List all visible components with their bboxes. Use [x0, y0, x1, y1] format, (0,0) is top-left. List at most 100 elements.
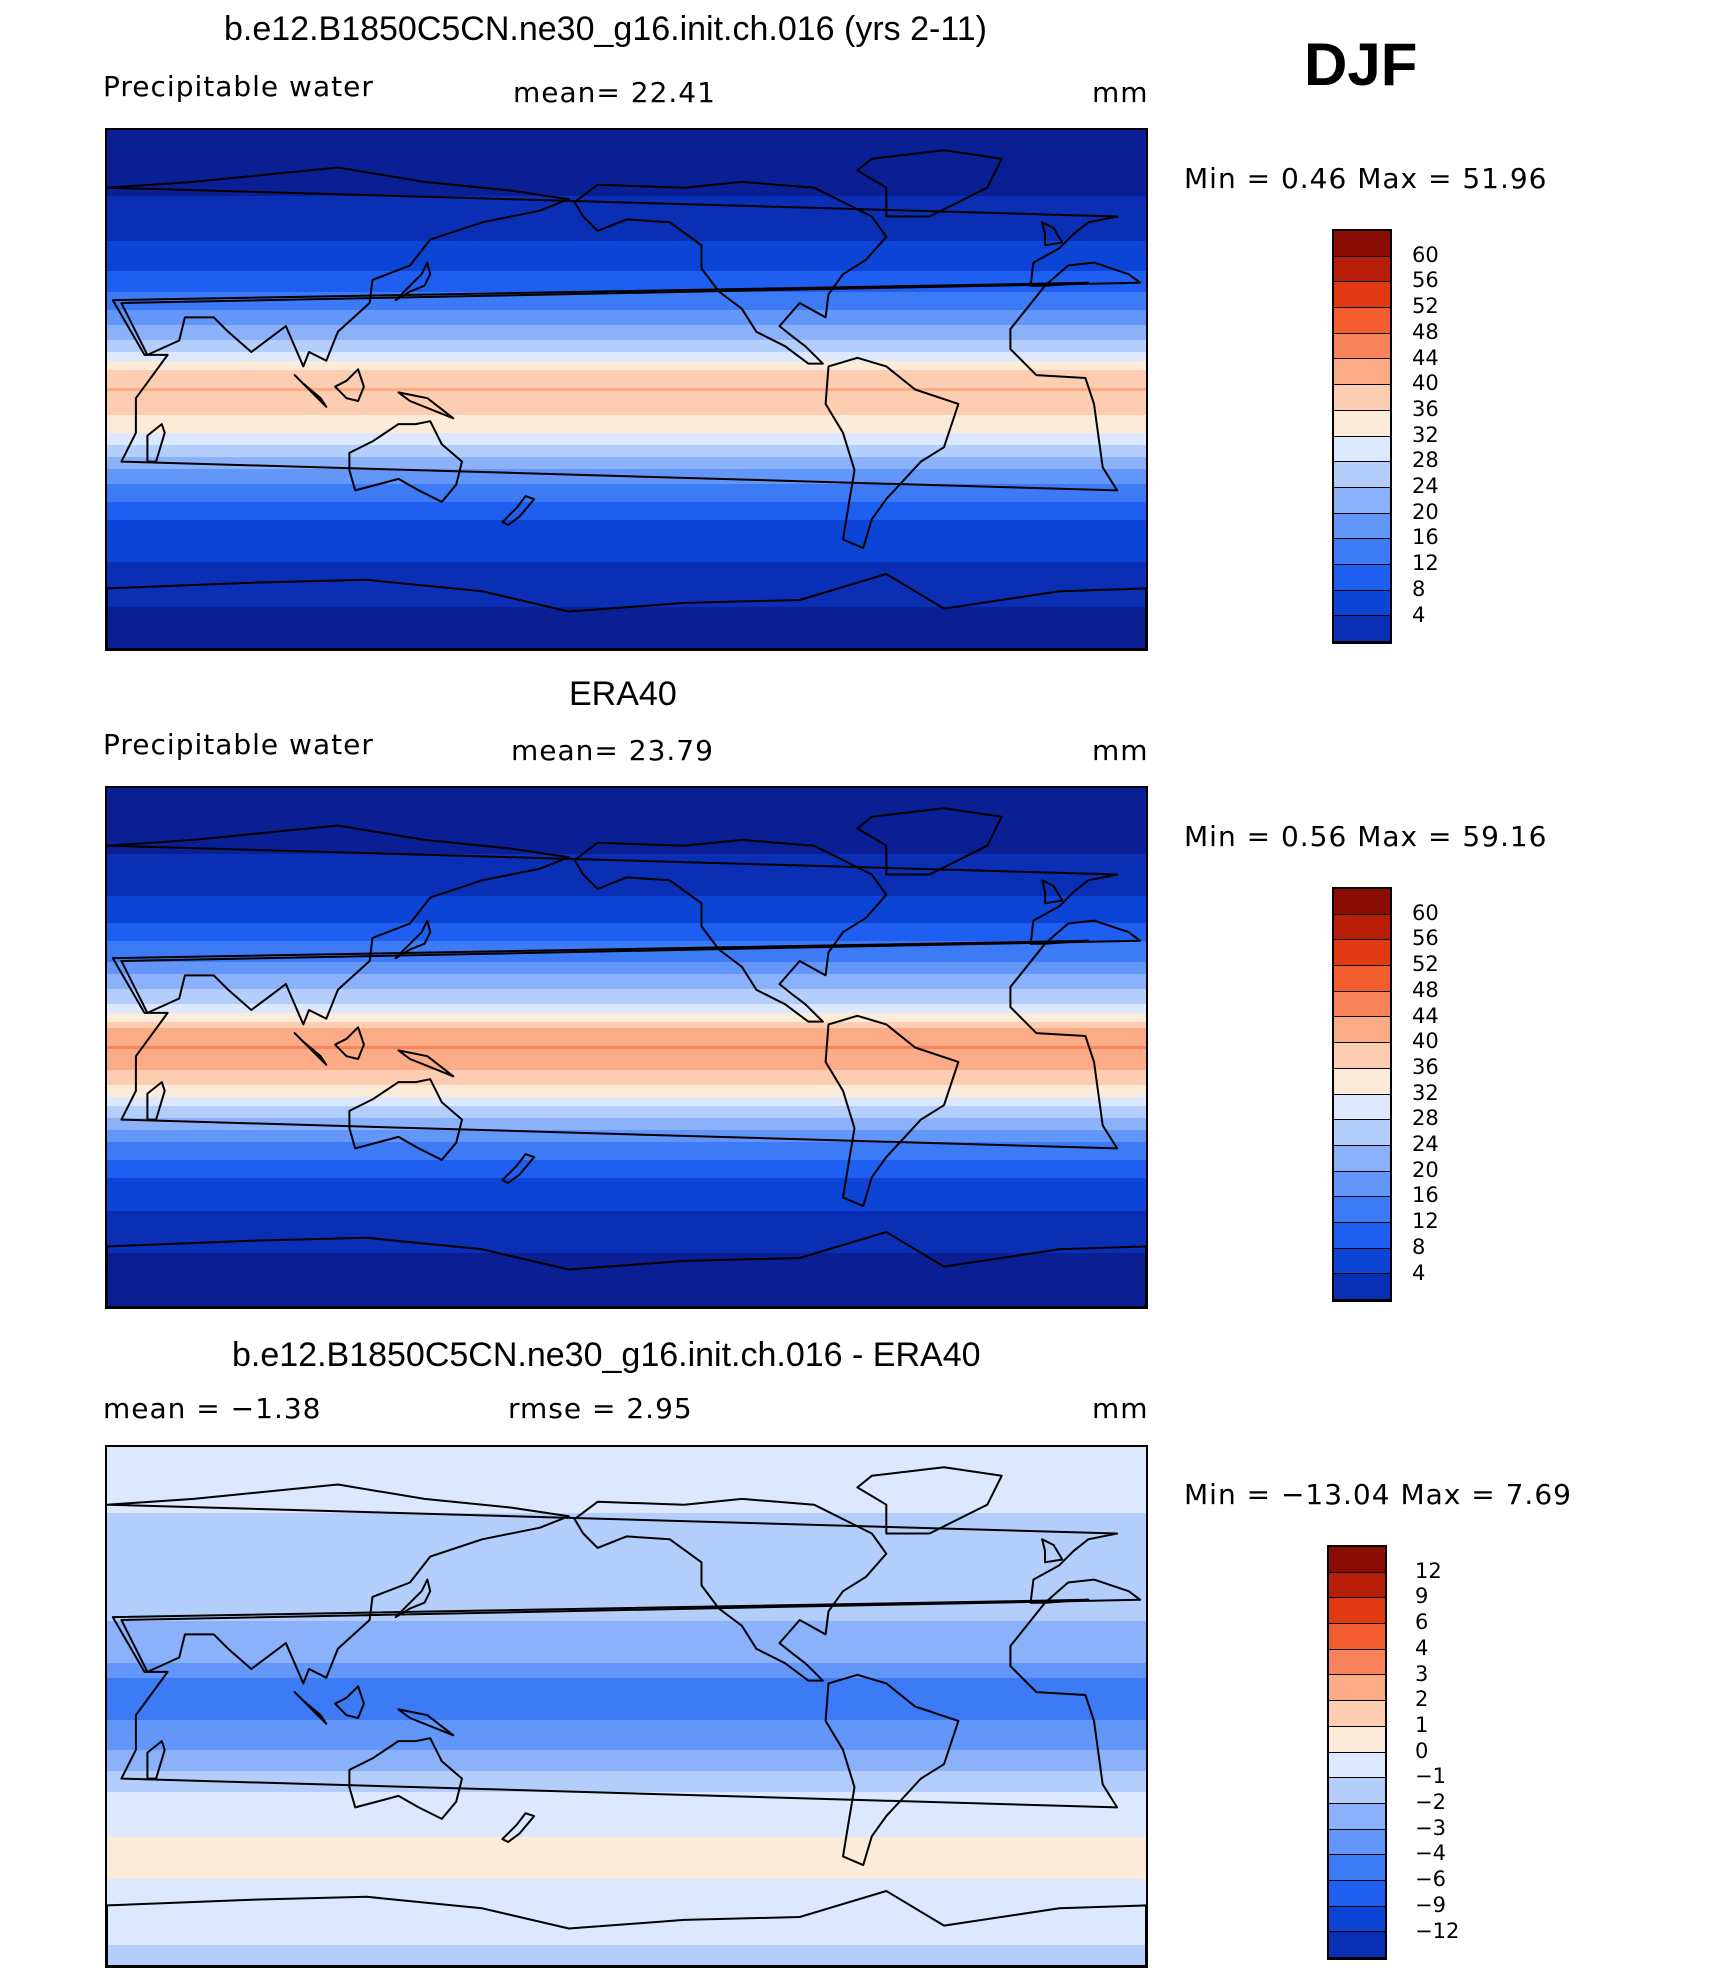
panel2-band: [107, 821, 1146, 825]
panel1-band: [107, 400, 1146, 404]
panel1-band: [107, 625, 1146, 629]
panel1-colorbar-label: 52: [1412, 294, 1439, 319]
panel3-colorbar-label: 3: [1415, 1661, 1429, 1686]
panel2-band: [107, 794, 1146, 798]
panel2-band: [107, 1178, 1146, 1182]
panel2-band: [107, 866, 1146, 870]
panel3-band: [107, 1834, 1146, 1838]
panel2-coastline: [397, 1049, 455, 1078]
panel2-band: [107, 980, 1146, 984]
panel3-band: [107, 1693, 1146, 1697]
panel3-colorbar-swatch: [1329, 1880, 1385, 1907]
panel2-band: [107, 1040, 1146, 1044]
panel3-band: [107, 1924, 1146, 1928]
panel1-colorbar-body: [1332, 229, 1392, 645]
panel1-band: [107, 304, 1146, 308]
panel1-band: [107, 181, 1146, 185]
panel3-band: [107, 1582, 1146, 1586]
panel1-colorbar-label: 60: [1412, 242, 1439, 267]
panel1-band: [107, 613, 1146, 617]
panel1-band: [107, 313, 1146, 317]
panel1-band: [107, 493, 1146, 497]
panel2-band: [107, 1259, 1146, 1263]
panel3-band: [107, 1732, 1146, 1736]
panel1-band: [107, 238, 1146, 242]
panel3-band: [107, 1489, 1146, 1493]
panel1-title: b.e12.B1850C5CN.ne30_g16.init.ch.016 (yr…: [224, 10, 987, 48]
panel1-coastline: [394, 261, 432, 302]
panel1-band: [107, 346, 1146, 350]
panel1-band: [107, 178, 1146, 182]
panel3-band: [107, 1822, 1146, 1826]
panel1-colorbar-swatch: [1334, 487, 1390, 514]
panel2-band: [107, 863, 1146, 867]
panel2-band: [107, 1124, 1146, 1128]
panel1-coastline: [111, 281, 1119, 492]
panel1-band: [107, 382, 1146, 386]
panel2-band: [107, 995, 1146, 999]
panel2-band: [107, 929, 1146, 933]
panel1-band: [107, 565, 1146, 569]
panel3-band: [107, 1828, 1146, 1832]
panel2-band: [107, 1229, 1146, 1233]
panel2-band: [107, 884, 1146, 888]
panel1-band: [107, 580, 1146, 584]
panel3-colorbar-label: −6: [1415, 1867, 1446, 1892]
panel1-band: [107, 529, 1146, 533]
panel3-band: [107, 1831, 1146, 1835]
panel3-band: [107, 1486, 1146, 1490]
panel3-band: [107, 1672, 1146, 1676]
panel3-coastline: [1041, 1538, 1064, 1564]
panel1-band: [107, 577, 1146, 581]
panel3-band: [107, 1531, 1146, 1535]
panel1-coastline: [146, 423, 166, 463]
panel3-colorbar-swatch: [1329, 1649, 1385, 1676]
panel3-band: [107, 1849, 1146, 1853]
panel1-band: [107, 592, 1146, 596]
panel1-band: [107, 556, 1146, 560]
panel3-band: [107, 1561, 1146, 1565]
panel1-band: [107, 247, 1146, 251]
panel1-band: [107, 535, 1146, 539]
panel1-colorbar-label: 32: [1412, 422, 1439, 447]
panel3-band: [107, 1522, 1146, 1526]
panel2-band: [107, 1097, 1146, 1101]
panel1-colorbar-swatch: [1334, 231, 1390, 257]
panel1-band: [107, 427, 1146, 431]
panel1-coastline: [107, 573, 1146, 649]
panel1-band: [107, 610, 1146, 614]
panel3-band: [107, 1714, 1146, 1718]
panel1-band: [107, 622, 1146, 626]
panel2-band: [107, 1136, 1146, 1140]
panel2-band: [107, 1049, 1146, 1053]
panel3-colorbar-label: −9: [1415, 1892, 1446, 1917]
panel3-band: [107, 1447, 1146, 1451]
panel1-band: [107, 466, 1146, 470]
panel1-colorbar-swatch: [1334, 462, 1390, 488]
panel2-coastline: [107, 1231, 1146, 1307]
panel2-band: [107, 1061, 1146, 1065]
panel1-band: [107, 454, 1146, 458]
panel3-band: [107, 1708, 1146, 1712]
panel3-band: [107, 1735, 1146, 1739]
panel2-band: [107, 1211, 1146, 1215]
panel1-band: [107, 154, 1146, 158]
panel2-colorbar-swatch: [1334, 1248, 1390, 1275]
panel2-coastline: [573, 838, 888, 1023]
panel2-band: [107, 935, 1146, 939]
panel1-band: [107, 301, 1146, 305]
panel2-colorbar-label: 56: [1412, 926, 1439, 951]
panel1-band: [107, 589, 1146, 593]
panel1-band: [107, 457, 1146, 461]
panel3-band: [107, 1942, 1146, 1946]
panel3-band: [107, 1528, 1146, 1532]
panel2-colorbar-swatch: [1334, 1094, 1390, 1121]
panel3-band: [107, 1804, 1146, 1808]
panel1-band: [107, 358, 1146, 362]
panel1-coastline: [501, 495, 536, 526]
panel1-colorbar-label: 44: [1412, 345, 1439, 370]
panel3-band: [107, 1465, 1146, 1469]
panel2-band: [107, 845, 1146, 849]
panel3-band: [107, 1588, 1146, 1592]
panel2-band: [107, 1196, 1146, 1200]
